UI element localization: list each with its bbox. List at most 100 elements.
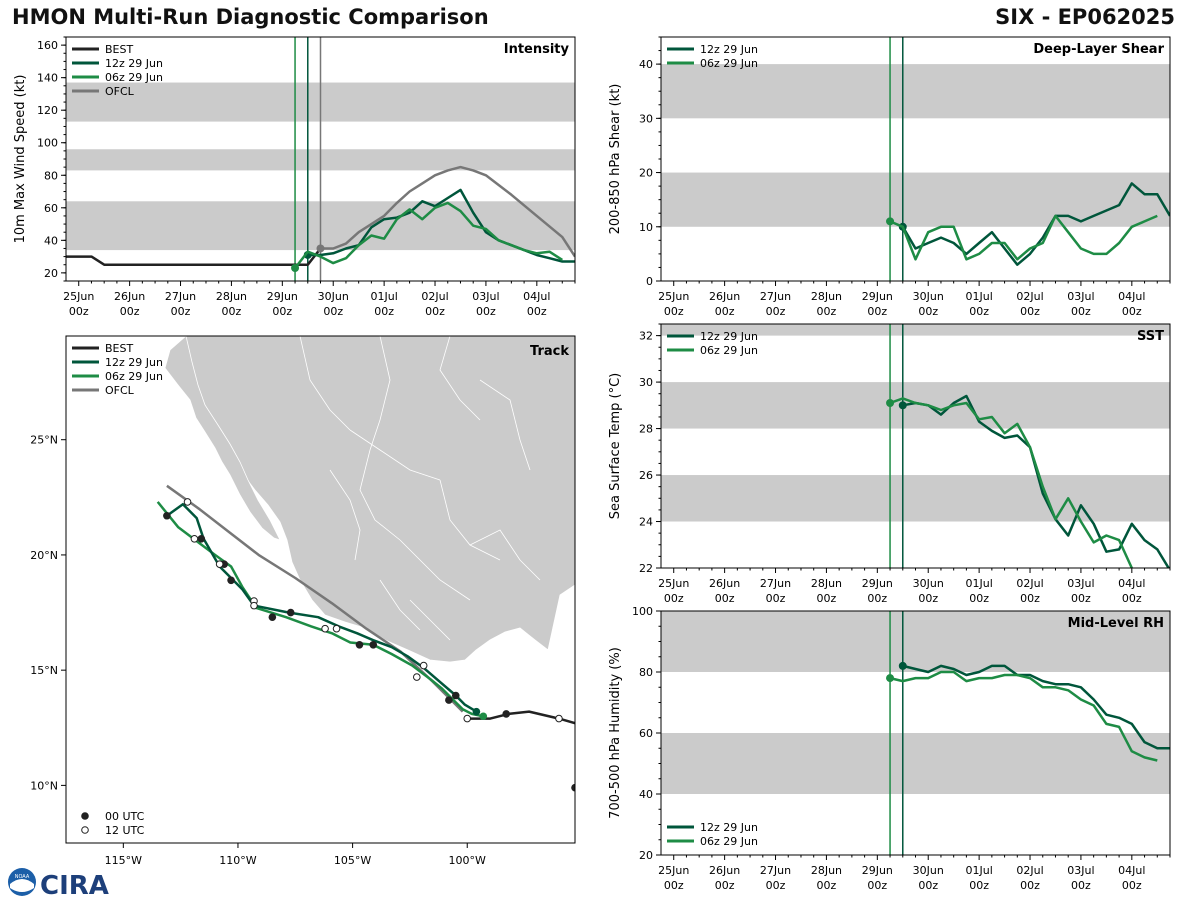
intensity-xtick-hour: 00z bbox=[425, 305, 445, 318]
sst-legend-label: 12z 29 Jun bbox=[700, 330, 758, 343]
intensity-ytick-label: 20 bbox=[44, 267, 58, 280]
shear-xtick-date: 25Jun bbox=[658, 290, 689, 303]
shear-xtick-hour: 00z bbox=[867, 305, 887, 318]
sst-xtick-date: 26Jun bbox=[709, 577, 740, 590]
track-ytick-label: 10°N bbox=[30, 779, 58, 792]
rh-ylabel: 700-500 hPa Humidity (%) bbox=[608, 647, 623, 819]
legend-00utc-marker bbox=[81, 812, 89, 820]
rh-xtick-hour: 00z bbox=[715, 879, 735, 892]
track-marker-12utc bbox=[250, 601, 258, 610]
track-marker-00utc bbox=[472, 707, 481, 716]
intensity-plot-area bbox=[66, 37, 575, 281]
shear-xtick-date: 30Jun bbox=[913, 290, 944, 303]
cira-logo-text: CIRA bbox=[40, 871, 109, 898]
rh-xtick-date: 01Jul bbox=[965, 864, 992, 877]
rh-ytick-label: 100 bbox=[632, 605, 653, 618]
rh-xtick-hour: 00z bbox=[867, 879, 887, 892]
track-marker-12utc bbox=[412, 673, 421, 681]
rh-series-start-marker bbox=[898, 661, 907, 670]
sst-xtick-hour: 00z bbox=[766, 592, 786, 605]
rh-ytick-label: 20 bbox=[639, 849, 653, 862]
track-marker-00utc bbox=[163, 511, 171, 520]
shear-legend-label: 12z 29 Jun bbox=[700, 43, 758, 56]
sst-band bbox=[661, 324, 1170, 336]
track-marker-00utc bbox=[479, 712, 488, 721]
intensity-xtick-hour: 00z bbox=[222, 305, 242, 318]
rh-legend-label: 12z 29 Jun bbox=[700, 821, 758, 834]
rh-panel: 20 40 60 80 100 25Jun 00z 26Jun 00z 27Jun 00z 28Jun… bbox=[608, 605, 1171, 892]
rh-xtick-hour: 00z bbox=[1020, 879, 1040, 892]
intensity-xtick-date: 29Jun bbox=[267, 290, 298, 303]
track-panel: 115°W 110°W 105°W 100°W 10°N 15°N 20°N 25°N Trac… bbox=[30, 335, 576, 867]
sst-xtick-date: 25Jun bbox=[658, 577, 689, 590]
state-border-line bbox=[379, 579, 421, 631]
intensity-ytick-label: 100 bbox=[37, 137, 58, 150]
state-border-line bbox=[359, 449, 401, 541]
sst-panel: 22 24 26 28 30 32 25Jun 00z 26Jun 00z 27Jun 00z 28Ju… bbox=[608, 323, 1171, 605]
intensity-xtick-hour: 00z bbox=[69, 305, 89, 318]
rh-title: Mid-Level RH bbox=[1068, 616, 1164, 631]
legend-12utc-marker bbox=[81, 826, 89, 834]
state-border-line bbox=[399, 539, 471, 601]
sst-band bbox=[661, 382, 1170, 429]
rh-xtick-date: 28Jun bbox=[811, 864, 842, 877]
intensity-xtick-date: 27Jun bbox=[165, 290, 196, 303]
sst-xtick-hour: 00z bbox=[918, 592, 938, 605]
shear-xtick-hour: 00z bbox=[918, 305, 938, 318]
sst-ytick-label: 32 bbox=[639, 330, 653, 343]
sst-xtick-date: 01Jul bbox=[965, 577, 992, 590]
state-border-line bbox=[329, 469, 361, 561]
track-marker-12utc bbox=[215, 560, 224, 568]
track-line bbox=[166, 502, 478, 713]
shear-xtick-hour: 00z bbox=[1071, 305, 1091, 318]
intensity-ytick-label: 160 bbox=[37, 39, 58, 52]
track-marker-00utc bbox=[571, 783, 575, 792]
sst-series-line bbox=[889, 397, 1133, 568]
rh-xtick-date: 29Jun bbox=[862, 864, 893, 877]
shear-xtick-hour: 00z bbox=[817, 305, 837, 318]
intensity-xtick-date: 01Jul bbox=[370, 290, 397, 303]
track-marker-00utc bbox=[369, 641, 378, 649]
intensity-xtick-date: 25Jun bbox=[63, 290, 94, 303]
rh-xtick-hour: 00z bbox=[817, 879, 837, 892]
track-marker-00utc bbox=[355, 641, 364, 649]
intensity-ytick-label: 60 bbox=[44, 202, 58, 215]
track-marker-00utc bbox=[286, 608, 295, 617]
rh-band bbox=[661, 733, 1170, 794]
intensity-xtick-hour: 00z bbox=[527, 305, 547, 318]
track-marker-00utc bbox=[197, 535, 206, 543]
intensity-ytick-label: 80 bbox=[44, 169, 58, 182]
state-border-line bbox=[439, 336, 481, 421]
sst-ytick-label: 28 bbox=[639, 423, 653, 436]
figure-title: HMON Multi-Run Diagnostic Comparison bbox=[12, 5, 489, 29]
track-xtick-label: 110°W bbox=[219, 854, 256, 867]
track-ytick-label: 20°N bbox=[30, 549, 58, 562]
intensity-xtick-hour: 00z bbox=[272, 305, 292, 318]
sst-xtick-date: 02Jul bbox=[1016, 577, 1043, 590]
rh-xtick-date: 30Jun bbox=[913, 864, 944, 877]
shear-xtick-date: 02Jul bbox=[1016, 290, 1043, 303]
rh-series-line bbox=[889, 670, 1158, 762]
sst-xtick-hour: 00z bbox=[715, 592, 735, 605]
intensity-xtick-hour: 00z bbox=[374, 305, 394, 318]
track-marker-12utc bbox=[555, 714, 563, 723]
intensity-xtick-date: 30Jun bbox=[318, 290, 349, 303]
intensity-legend-label: 06z 29 Jun bbox=[105, 71, 163, 84]
intensity-ytick-label: 40 bbox=[44, 234, 58, 247]
sst-ytick-label: 22 bbox=[639, 562, 653, 575]
track-marker-00utc bbox=[268, 613, 277, 621]
track-xtick-label: 115°W bbox=[105, 854, 142, 867]
shear-xtick-hour: 00z bbox=[1122, 305, 1142, 318]
track-marker-00utc bbox=[451, 691, 460, 700]
track-marker-12utc bbox=[332, 624, 341, 633]
intensity-xtick-hour: 00z bbox=[120, 305, 140, 318]
intensity-series-start-marker bbox=[291, 263, 300, 272]
intensity-xtick-date: 26Jun bbox=[114, 290, 145, 303]
rh-legend-label: 06z 29 Jun bbox=[700, 835, 758, 848]
rh-xtick-hour: 00z bbox=[969, 879, 989, 892]
intensity-legend-label: OFCL bbox=[105, 85, 135, 98]
shear-band bbox=[661, 172, 1170, 227]
sst-xtick-hour: 00z bbox=[664, 592, 684, 605]
intensity-xtick-hour: 00z bbox=[476, 305, 496, 318]
state-border-line bbox=[369, 336, 391, 451]
